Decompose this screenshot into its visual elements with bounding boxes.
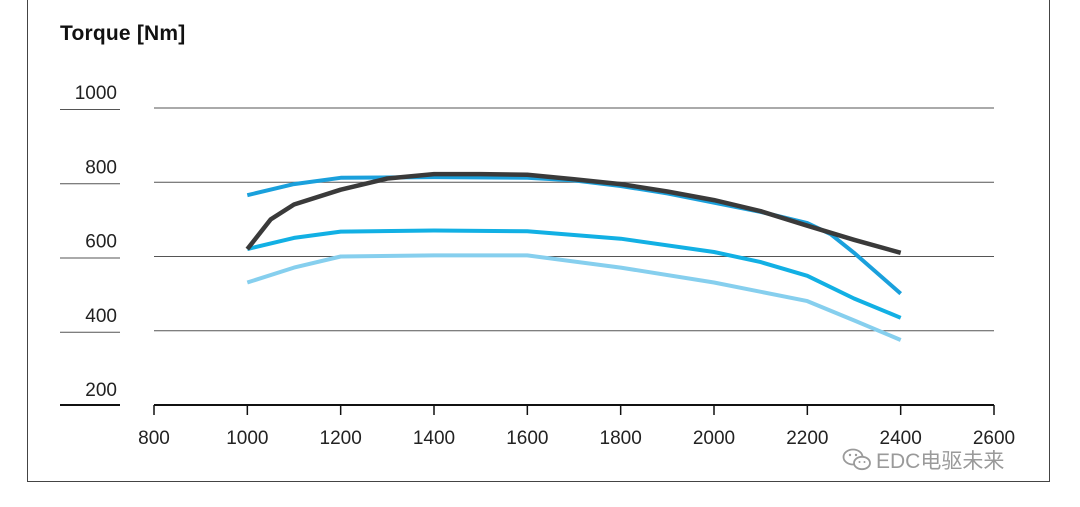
chart-title: Torque [Nm] [60, 22, 186, 45]
watermark-text: EDC电驱未来 [876, 450, 1005, 473]
watermark: EDC电驱未来 [842, 445, 1004, 475]
series-line-3 [246, 228, 902, 320]
xtick-label-1000: 1000 [226, 428, 268, 449]
xtick-label-800: 800 [138, 428, 170, 449]
wechat-icon [842, 448, 871, 471]
xtick-label-1600: 1600 [506, 428, 548, 449]
chart-frame [27, 0, 1050, 482]
xtick-label-1200: 1200 [320, 428, 362, 449]
ytick-label-400: 400 [85, 306, 117, 327]
ytick-label-1000: 1000 [75, 83, 117, 104]
xtick-label-2000: 2000 [693, 428, 735, 449]
xtick-label-2200: 2200 [786, 428, 828, 449]
ytick-label-800: 800 [85, 157, 117, 178]
ytick-label-600: 600 [85, 232, 117, 253]
xtick-label-1800: 1800 [600, 428, 642, 449]
xtick-label-1400: 1400 [413, 428, 455, 449]
series-line-4 [246, 253, 902, 342]
ytick-label-200: 200 [85, 380, 117, 401]
xtick-label-2400: 2400 [880, 428, 922, 449]
series-line-1 [245, 171, 902, 255]
xtick-label-2600: 2600 [973, 428, 1015, 449]
